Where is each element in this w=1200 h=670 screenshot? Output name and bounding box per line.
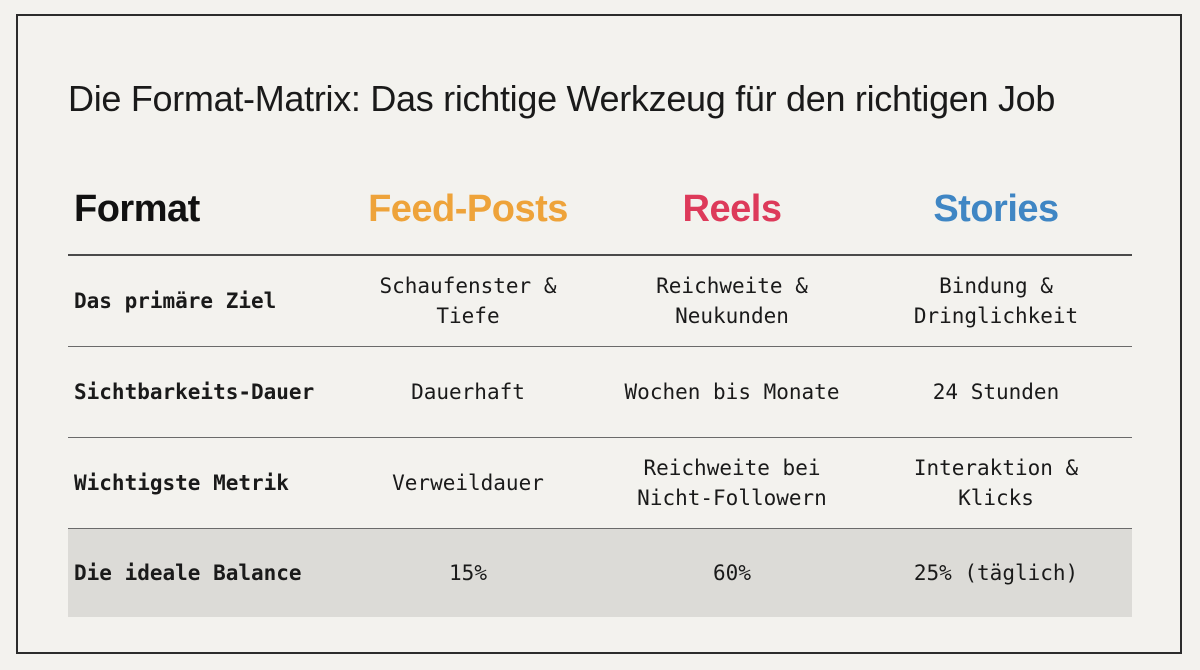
cell-reels: Reichweite & Neukunden bbox=[656, 274, 808, 328]
cell-feed-posts: Schaufenster & Tiefe bbox=[379, 274, 557, 328]
row-label: Das primäre Ziel bbox=[74, 289, 277, 313]
cell-reels: Wochen bis Monate bbox=[624, 380, 840, 404]
page-title: Die Format-Matrix: Das richtige Werkzeug… bbox=[68, 78, 1056, 119]
row-label: Wichtigste Metrik bbox=[74, 471, 289, 495]
table-row-visibility-duration: Sichtbarkeits-Dauer Dauerhaft Wochen bis… bbox=[68, 347, 1132, 438]
header-label-format: Format bbox=[74, 188, 200, 230]
cell-feed-posts: Verweildauer bbox=[392, 471, 544, 495]
table-header-row: Format Feed-Posts Reels Stories bbox=[68, 170, 1132, 256]
cell-stories: Bindung & Dringlichkeit bbox=[913, 274, 1079, 328]
cell-stories: 25% (täglich) bbox=[913, 561, 1079, 585]
cell-stories: 24 Stunden bbox=[932, 380, 1060, 404]
table-row-primary-goal: Das primäre Ziel Schaufenster & Tiefe Re… bbox=[68, 256, 1132, 347]
table-row-key-metric: Wichtigste Metrik Verweildauer Reichweit… bbox=[68, 438, 1132, 529]
format-matrix-table: Format Feed-Posts Reels Stories Das prim… bbox=[68, 170, 1132, 617]
cell-reels: Reichweite bei Nicht-Followern bbox=[637, 456, 827, 510]
cell-feed-posts: Dauerhaft bbox=[411, 380, 525, 404]
table-row-ideal-balance: Die ideale Balance 15% 60% 25% (täglich) bbox=[68, 529, 1132, 617]
row-label: Die ideale Balance bbox=[74, 561, 302, 585]
header-reels: Reels bbox=[682, 188, 782, 230]
row-label: Sichtbarkeits-Dauer bbox=[74, 380, 315, 404]
header-feed-posts: Feed-Posts bbox=[368, 188, 568, 230]
header-stories: Stories bbox=[933, 188, 1059, 230]
cell-stories: Interaktion & Klicks bbox=[913, 456, 1079, 510]
cell-feed-posts: 15% bbox=[449, 561, 487, 585]
cell-reels: 60% bbox=[713, 561, 751, 585]
